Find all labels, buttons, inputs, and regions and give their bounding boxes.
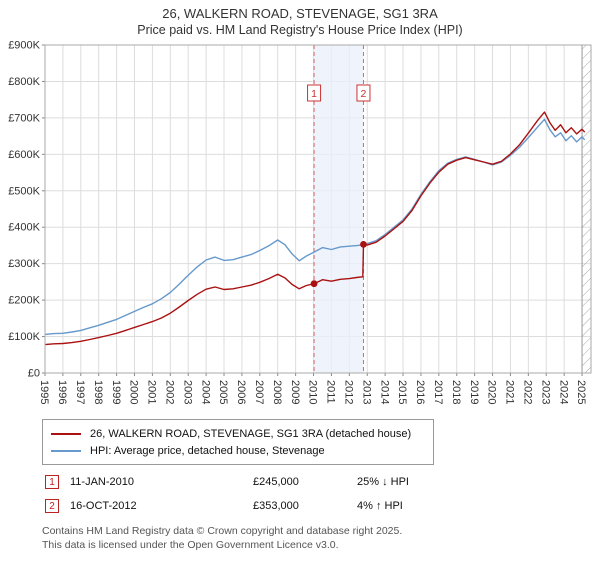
sale-marker-number: 1	[311, 88, 317, 100]
footer-line-2: This data is licensed under the Open Gov…	[42, 538, 339, 551]
legend-item-hpi: HPI: Average price, detached house, Stev…	[51, 442, 425, 459]
x-tick-label: 1995	[38, 380, 50, 404]
x-tick-label: 2011	[325, 380, 337, 404]
y-tick-label: £200K	[8, 295, 40, 307]
legend-label-property: 26, WALKERN ROAD, STEVENAGE, SG1 3RA (de…	[90, 427, 412, 440]
page-subtitle: Price paid vs. HM Land Registry's House …	[137, 23, 463, 37]
x-tick-label: 1998	[92, 380, 104, 404]
x-tick-label: 2021	[504, 380, 516, 404]
transaction-2-hpi-delta: 4% ↑ HPI	[357, 500, 403, 512]
x-tick-label: 2005	[217, 380, 229, 404]
transaction-1-price: £245,000	[253, 476, 299, 488]
footer-line-1: Contains HM Land Registry data © Crown c…	[42, 525, 403, 537]
series-line	[44, 111, 586, 346]
x-tick-label: 2015	[396, 380, 408, 404]
legend-item-property: 26, WALKERN ROAD, STEVENAGE, SG1 3RA (de…	[51, 425, 425, 442]
y-tick-label: £500K	[8, 185, 40, 197]
price-chart-svg: 1 2 £0 £100K £200K £300K £400K £500K £600K £700K £…	[8, 40, 592, 404]
y-tick-label: £300K	[8, 258, 40, 270]
license-footer: Contains HM Land Registry data © Crown c…	[42, 525, 600, 552]
x-tick-label: 2016	[414, 380, 426, 404]
x-tick-label: 2000	[128, 380, 140, 404]
x-tick-label: 2020	[486, 380, 498, 404]
y-tick-label: £400K	[8, 222, 40, 234]
x-tick-label: 2009	[289, 380, 301, 404]
x-tick-label: 2023	[539, 380, 551, 404]
x-tick-label: 2018	[450, 380, 462, 404]
chart-legend: 26, WALKERN ROAD, STEVENAGE, SG1 3RA (de…	[42, 419, 434, 465]
plot-border	[44, 44, 592, 374]
transaction-row-1: 1 11-JAN-2010 £245,000 25% ↓ HPI	[45, 475, 600, 489]
transaction-row-2: 2 16-OCT-2012 £353,000 4% ↑ HPI	[45, 499, 600, 513]
transaction-2-marker: 2	[45, 499, 59, 513]
legend-label-hpi: HPI: Average price, detached house, Stev…	[90, 444, 325, 457]
x-tick-label: 2025	[575, 380, 587, 404]
x-tick-label: 2017	[432, 380, 444, 404]
x-tick-label: 2001	[146, 380, 158, 404]
transaction-2-date: 16-OCT-2012	[70, 500, 137, 512]
x-tick-label: 2004	[199, 380, 211, 404]
x-tick-label: 2006	[235, 380, 247, 404]
transaction-1-hpi-delta: 25% ↓ HPI	[357, 476, 409, 488]
series-line	[44, 118, 586, 336]
y-tick-label: £900K	[8, 40, 40, 52]
hpi-line-swatch	[51, 449, 81, 452]
y-tick-label: £0	[28, 368, 40, 380]
sale-point	[360, 240, 367, 248]
x-tick-label: 2022	[521, 380, 533, 404]
x-tick-label: 1997	[74, 380, 86, 404]
sale-marker-number: 2	[361, 88, 367, 100]
sale-marker-box	[356, 84, 371, 102]
future-hatch-region	[582, 45, 591, 373]
x-tick-label: 2013	[360, 380, 372, 404]
page-title: 26, WALKERN ROAD, STEVENAGE, SG1 3RA	[162, 6, 438, 21]
y-tick-label: £100K	[8, 331, 40, 343]
y-tick-label: £700K	[8, 112, 40, 124]
transaction-2-price: £353,000	[253, 500, 299, 512]
property-line-swatch	[51, 432, 81, 435]
x-tick-label: 2014	[378, 380, 390, 404]
transaction-1-date: 11-JAN-2010	[70, 476, 134, 488]
sale-marker-box	[307, 84, 322, 102]
x-tick-label: 2010	[307, 380, 319, 404]
transaction-1-marker: 1	[45, 475, 59, 489]
x-tick-label: 2012	[342, 380, 354, 404]
y-tick-label: £800K	[8, 76, 40, 88]
sale-point	[310, 280, 318, 288]
x-tick-label: 2007	[253, 380, 265, 404]
x-tick-label: 2019	[468, 380, 480, 404]
y-tick-label: £600K	[8, 149, 40, 161]
x-tick-label: 1996	[56, 380, 68, 404]
x-tick-label: 2008	[271, 380, 283, 404]
x-tick-label: 2002	[163, 380, 175, 404]
x-tick-label: 2003	[181, 380, 193, 404]
sale-period-shading	[314, 45, 364, 373]
x-tick-label: 1999	[110, 380, 122, 404]
x-tick-label: 2024	[557, 380, 569, 404]
